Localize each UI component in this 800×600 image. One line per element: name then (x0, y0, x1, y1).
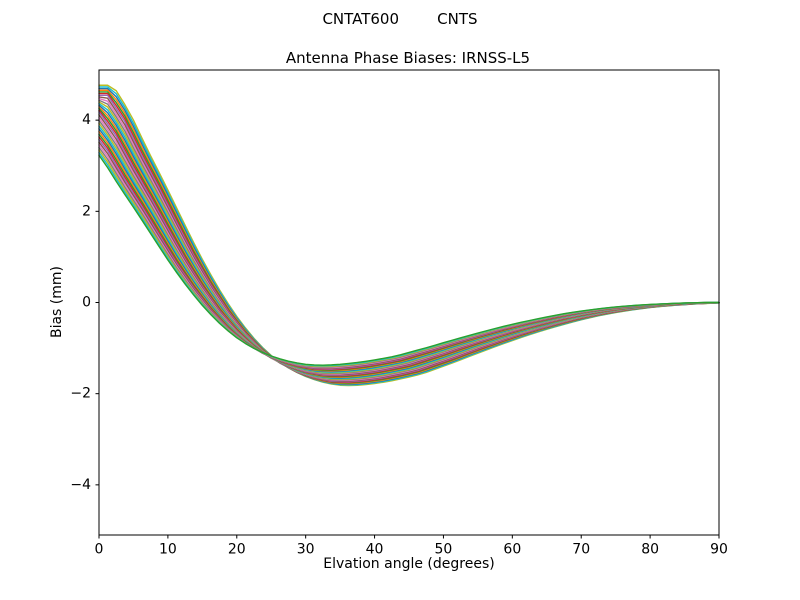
bias-curve-4 (98, 91, 720, 384)
y-axis-ticks: −4 −2 0 2 4 (70, 112, 99, 493)
bias-curve-2 (98, 87, 720, 385)
x-tick-label: 30 (297, 542, 315, 558)
x-axis-label: Elvation angle (degrees) (323, 556, 495, 572)
plot-frame (98, 69, 720, 536)
chart-title: Antenna Phase Biases: IRNSS-L5 (285, 49, 531, 67)
x-tick-label: 10 (159, 542, 177, 558)
figure-suptitle: CNTAT600 CNTS (322, 10, 478, 28)
y-axis-label: Bias (mm) (49, 265, 65, 339)
x-tick-label: 70 (572, 542, 590, 558)
x-tick-label: 80 (641, 542, 659, 558)
x-tick-label: 40 (366, 542, 384, 558)
y-tick-label: 0 (82, 295, 91, 311)
series-lines (98, 84, 720, 387)
bias-curve-1 (98, 86, 720, 386)
x-tick-label: 0 (95, 542, 104, 558)
bias-curve-3 (98, 89, 720, 385)
y-tick-label: 4 (82, 112, 91, 128)
x-tick-label: 20 (228, 542, 246, 558)
bias-curve-0 (98, 84, 720, 387)
x-tick-label: 90 (710, 542, 728, 558)
x-tick-label: 60 (503, 542, 521, 558)
y-tick-label: 2 (82, 203, 91, 219)
y-tick-label: −4 (70, 477, 91, 493)
x-tick-label: 50 (435, 542, 453, 558)
bias-curve-32 (98, 154, 720, 366)
y-tick-label: −2 (70, 386, 91, 402)
x-axis-ticks: 0 10 20 30 40 50 60 70 80 90 (95, 535, 728, 558)
